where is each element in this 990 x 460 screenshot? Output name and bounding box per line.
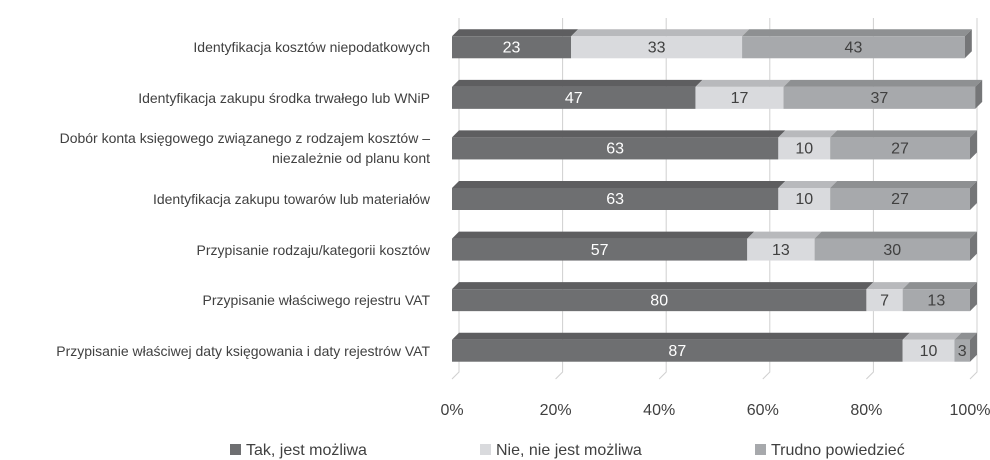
bar-top — [452, 231, 755, 239]
bar-side — [970, 130, 977, 160]
data-label: 80 — [650, 292, 668, 309]
data-label: 63 — [606, 191, 624, 208]
bar-top — [452, 332, 910, 340]
data-label: 10 — [795, 191, 813, 208]
legend-label: Trudno powiedzieć — [771, 442, 905, 459]
legend-label: Tak, jest możliwa — [246, 442, 367, 459]
data-label: 33 — [648, 40, 666, 57]
x-tick-label: 80% — [850, 402, 882, 419]
bar-top — [695, 79, 791, 87]
bar — [742, 36, 965, 59]
data-label: 17 — [731, 90, 749, 107]
data-label: 13 — [927, 292, 945, 309]
bar-top — [902, 282, 977, 290]
x-tick-label: 20% — [540, 402, 572, 419]
data-label: 30 — [883, 242, 901, 259]
bar-side — [970, 231, 977, 261]
bar — [452, 36, 572, 59]
bar — [452, 339, 903, 362]
bar-top — [830, 130, 977, 138]
bar-top — [452, 130, 786, 138]
data-label: 27 — [891, 141, 909, 158]
bar-side — [970, 332, 977, 362]
bar-side — [970, 181, 977, 210]
data-label: 10 — [920, 343, 938, 360]
bar-side — [975, 79, 983, 109]
legend-label: Nie, nie jest możliwa — [496, 442, 642, 459]
x-tick-label: 100% — [950, 402, 990, 419]
bar-top — [452, 29, 579, 37]
bar — [778, 137, 831, 160]
legend-swatch — [480, 444, 491, 455]
bar — [695, 86, 784, 109]
data-label: 27 — [891, 191, 909, 208]
bar-top — [747, 231, 822, 239]
bar — [814, 238, 970, 261]
bar — [866, 289, 903, 312]
data-label: 37 — [870, 90, 888, 107]
legend-swatch — [755, 444, 766, 455]
bar-top — [783, 79, 983, 87]
data-label: 47 — [565, 90, 583, 107]
data-label: 23 — [503, 40, 521, 57]
y-tick-label: Identyfikacja zakupu towarów lub materia… — [152, 191, 430, 207]
bar — [902, 339, 955, 362]
data-label: 13 — [772, 242, 790, 259]
bar-top — [742, 29, 972, 37]
bar — [452, 86, 696, 109]
bar-side — [970, 282, 977, 312]
data-label: 10 — [795, 141, 813, 158]
data-label: 87 — [668, 343, 686, 360]
bar — [452, 238, 748, 261]
bar — [452, 137, 779, 160]
bar-side — [964, 29, 972, 59]
x-tick-label: 40% — [643, 402, 675, 419]
bar — [778, 188, 831, 210]
bar-top — [778, 130, 838, 138]
bar-top — [778, 181, 838, 188]
bar — [954, 339, 970, 362]
bar-top — [814, 231, 977, 239]
data-label: 43 — [845, 40, 863, 57]
bar — [830, 137, 970, 160]
bar — [571, 36, 743, 59]
bar-top — [452, 282, 874, 290]
bar-top — [571, 29, 750, 37]
x-tick-label: 0% — [440, 402, 463, 419]
bar — [783, 86, 976, 109]
y-tick-label: Przypisanie właściwej daty księgowania i… — [56, 342, 430, 359]
y-tick-label: Identyfikacja zakupu środka trwałego lub… — [138, 89, 430, 106]
bar — [747, 238, 815, 261]
y-tick-label: Identyfikacja kosztów niepodatkowych — [193, 39, 430, 56]
bar-top — [452, 79, 703, 87]
x-tick-label: 60% — [747, 402, 779, 419]
legend-swatch — [230, 444, 241, 455]
y-tick-label: Przypisanie rodzaju/kategorii kosztów — [196, 241, 430, 258]
data-label: 3 — [958, 343, 967, 360]
bar — [452, 289, 867, 312]
bar — [452, 188, 779, 210]
bar-top — [830, 181, 977, 188]
bar — [902, 289, 970, 312]
bar — [830, 188, 970, 210]
y-tick-label: Przypisanie właściwego rejestru VAT — [202, 292, 430, 309]
bar-top — [866, 282, 910, 290]
y-tick-label: Dobór konta księgowego związanego z rodz… — [59, 130, 430, 167]
bar-top — [452, 181, 786, 188]
data-label: 7 — [880, 292, 889, 309]
data-label: 63 — [606, 141, 624, 158]
bar-top — [954, 332, 977, 340]
bar-top — [902, 332, 962, 340]
data-label: 57 — [591, 242, 609, 259]
